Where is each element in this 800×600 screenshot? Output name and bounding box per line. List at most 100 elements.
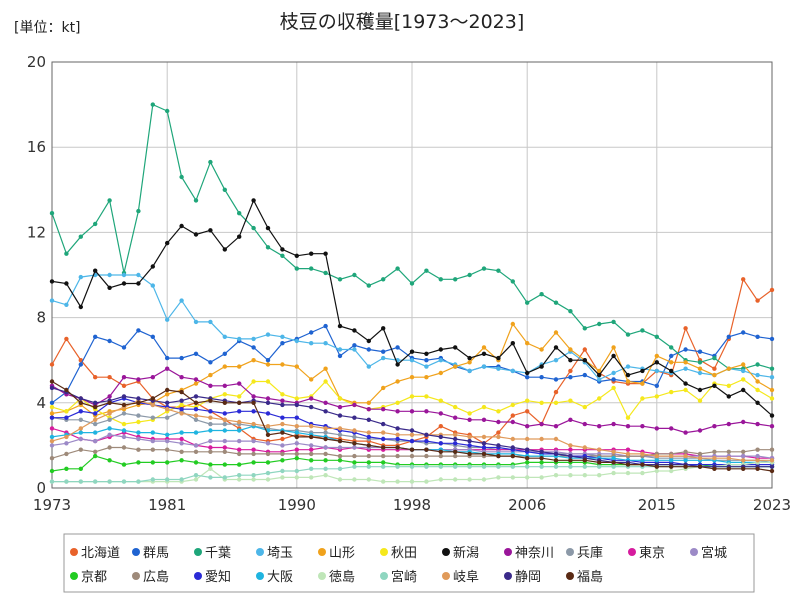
data-point — [323, 430, 328, 435]
data-point — [726, 456, 731, 461]
legend-label: 宮城 — [701, 545, 727, 561]
data-point — [294, 434, 299, 440]
data-point — [309, 266, 314, 271]
data-point — [366, 417, 371, 422]
data-point — [251, 225, 256, 231]
legend-label: 岐阜 — [453, 569, 479, 585]
data-point — [150, 447, 155, 452]
legend-label: 東京 — [639, 545, 665, 561]
data-point — [683, 387, 688, 393]
data-point — [453, 453, 458, 459]
legend-marker — [318, 548, 326, 556]
data-point — [510, 341, 515, 346]
data-point — [525, 436, 530, 442]
data-point — [712, 466, 717, 471]
data-point — [309, 434, 314, 440]
data-point — [265, 358, 271, 363]
data-point — [165, 108, 170, 114]
data-point — [309, 341, 314, 346]
data-point — [669, 453, 674, 459]
data-point — [93, 421, 98, 427]
data-point — [381, 349, 386, 354]
data-point — [251, 394, 256, 399]
legend-marker — [566, 572, 574, 580]
data-point — [611, 370, 616, 376]
data-point — [381, 460, 386, 465]
data-point — [179, 402, 184, 408]
data-point — [409, 428, 415, 433]
data-point — [568, 447, 573, 452]
data-point — [496, 355, 501, 361]
data-point — [453, 404, 458, 410]
series-2 — [49, 102, 775, 371]
data-point — [78, 436, 84, 442]
data-point — [265, 379, 271, 384]
data-point — [654, 394, 659, 399]
data-point — [78, 400, 84, 405]
data-point — [179, 389, 184, 395]
data-point — [568, 375, 573, 380]
data-point — [49, 415, 55, 420]
data-point — [481, 266, 487, 271]
plot-frame — [51, 61, 773, 489]
data-point — [669, 368, 674, 374]
data-point — [64, 336, 69, 342]
data-point — [222, 462, 227, 467]
data-point — [525, 460, 530, 465]
data-point — [165, 355, 170, 361]
data-point — [107, 394, 112, 399]
data-point — [654, 453, 659, 459]
data-point — [107, 338, 112, 344]
data-point — [640, 470, 645, 476]
data-point — [136, 281, 141, 286]
data-point — [107, 417, 112, 422]
data-point — [49, 438, 55, 444]
data-point — [568, 453, 573, 459]
data-point — [93, 438, 98, 444]
legend-label: 福島 — [577, 570, 603, 585]
data-point — [49, 479, 55, 484]
data-point — [107, 375, 112, 380]
data-point — [309, 466, 314, 471]
data-point — [337, 396, 343, 401]
data-point — [280, 458, 285, 463]
data-point — [409, 349, 415, 354]
data-point — [582, 326, 587, 331]
data-point — [265, 396, 271, 401]
data-point — [741, 387, 746, 393]
data-point — [251, 358, 256, 363]
data-point — [193, 407, 199, 412]
data-point — [640, 396, 645, 401]
data-point — [179, 436, 184, 442]
data-point — [78, 234, 84, 239]
data-point — [150, 460, 155, 465]
data-point — [525, 447, 530, 452]
data-point — [453, 464, 458, 469]
data-point — [769, 287, 775, 293]
data-point — [107, 198, 112, 203]
data-point — [193, 449, 199, 454]
data-point — [438, 477, 443, 482]
data-point — [49, 434, 55, 440]
data-point — [366, 407, 371, 412]
data-point — [337, 277, 343, 282]
data-point — [712, 424, 717, 429]
data-point — [136, 460, 141, 465]
data-point — [121, 281, 127, 286]
data-point — [352, 460, 357, 465]
data-point — [323, 466, 328, 471]
data-point — [726, 466, 731, 471]
data-point — [121, 345, 127, 350]
data-point — [93, 221, 98, 227]
data-point — [294, 441, 299, 446]
data-point — [755, 379, 760, 384]
data-point — [121, 402, 127, 408]
data-point — [107, 432, 112, 437]
data-point — [467, 443, 472, 448]
data-point — [683, 430, 688, 435]
x-tick-label: 1998 — [393, 496, 431, 514]
legend-marker — [380, 548, 388, 556]
data-point — [280, 475, 285, 480]
data-point — [107, 285, 112, 290]
